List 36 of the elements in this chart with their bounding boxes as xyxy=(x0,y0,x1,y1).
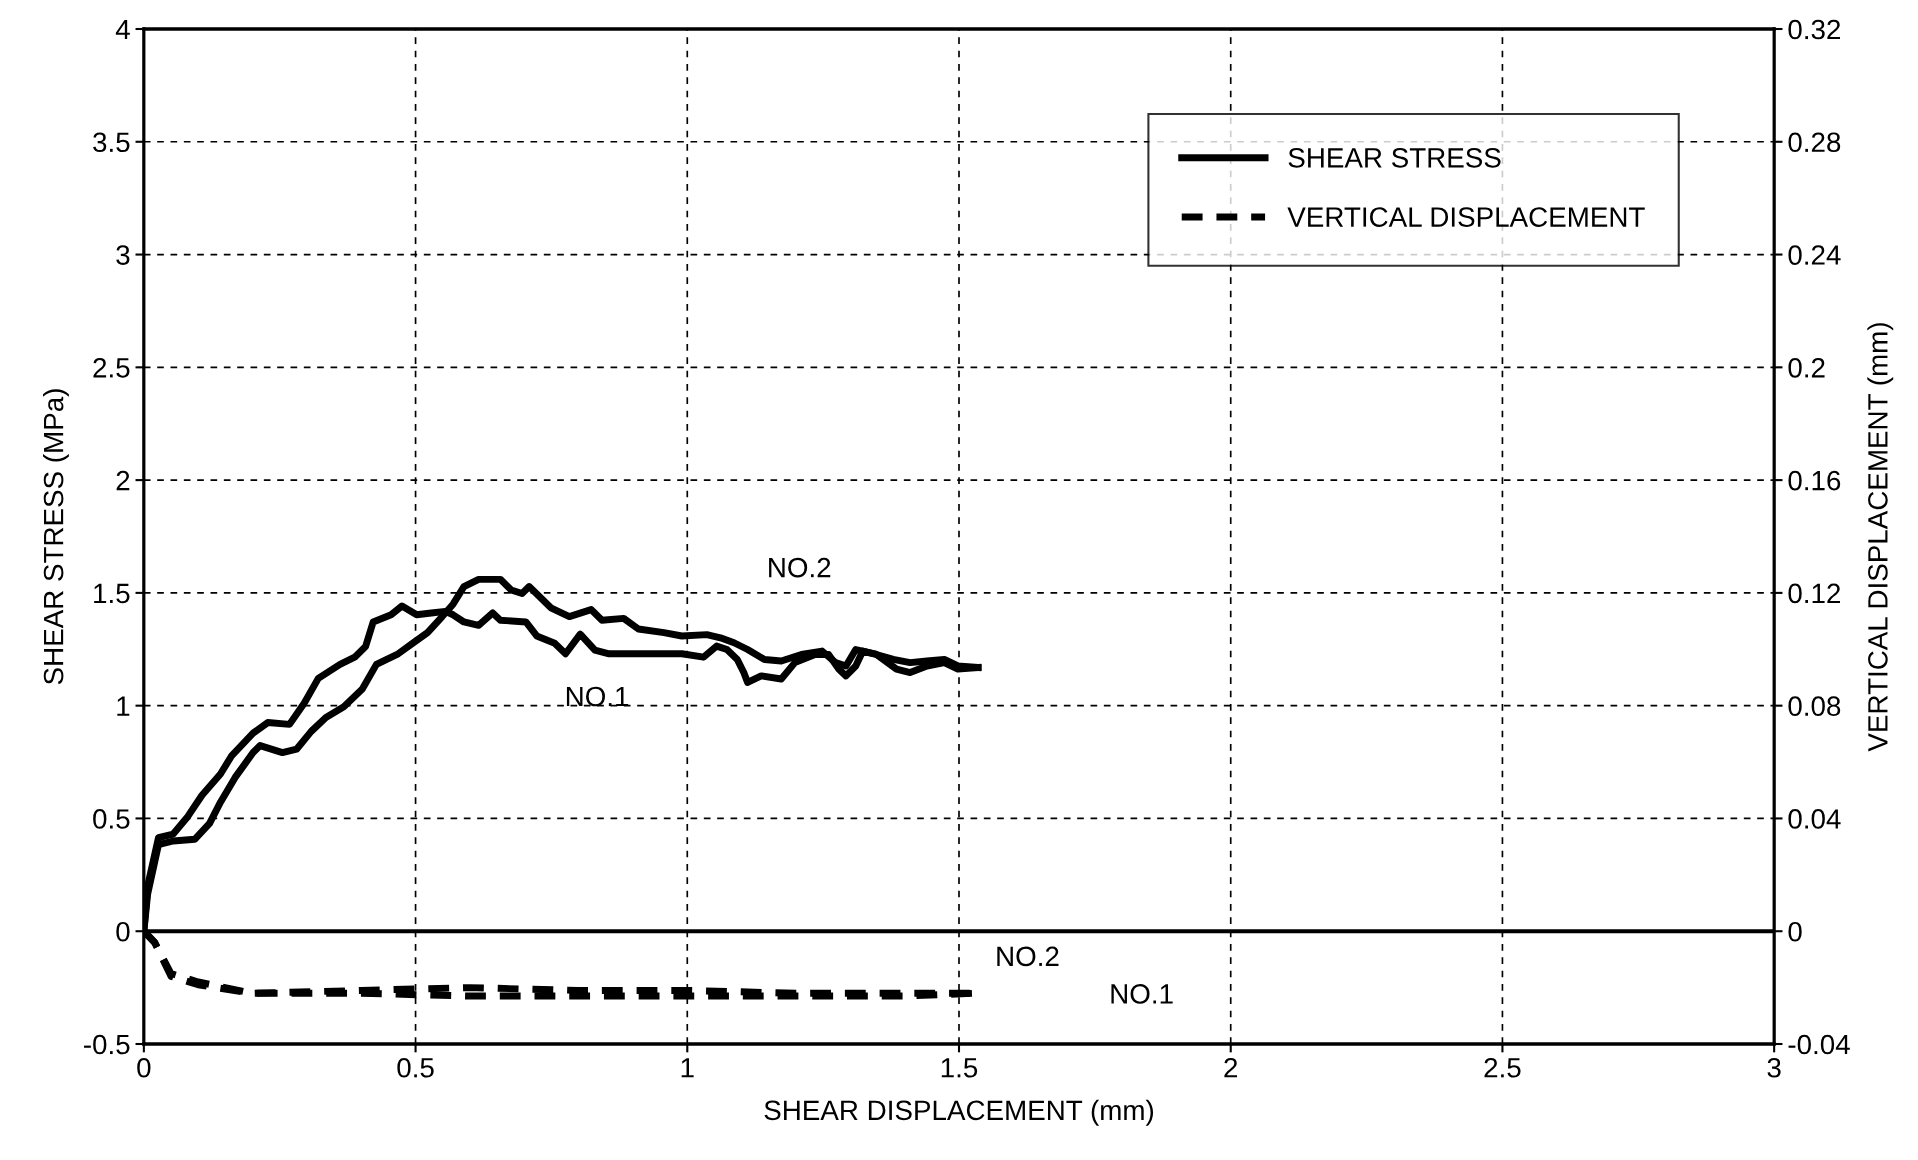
y-axis-title: SHEAR STRESS (MPa) xyxy=(43,389,69,685)
x-tick-label: 1 xyxy=(681,1058,694,1078)
legend-label: VERTICAL DISPLACEMENT xyxy=(1287,207,1645,227)
x-axis-title: SHEAR DISPLACEMENT (mm) xyxy=(764,1099,1154,1126)
y2-tick-label: 0 xyxy=(1788,921,1802,942)
y-tick-label: 2 xyxy=(116,470,130,491)
x-tick-label: 0.5 xyxy=(397,1057,434,1078)
x-tick-label: 1.5 xyxy=(941,1058,978,1078)
y2-tick-label: 0.04 xyxy=(1788,809,1841,829)
y2-tick-label: 0.32 xyxy=(1788,19,1841,40)
y2-tick-label: 0.12 xyxy=(1788,583,1841,604)
x-tick-label: 0 xyxy=(137,1057,151,1078)
y2-tick-label: 0.16 xyxy=(1788,470,1841,491)
y2-tick-label: 0.24 xyxy=(1788,245,1841,265)
y2-tick-label: -0.04 xyxy=(1788,1034,1850,1055)
x-tick-label: 3 xyxy=(1767,1057,1781,1078)
y-tick-label: 2.5 xyxy=(93,358,130,378)
x-tick-label: 2 xyxy=(1224,1057,1238,1078)
y-tick-label: -0.5 xyxy=(84,1034,130,1055)
y-tick-label: 3.5 xyxy=(93,132,130,153)
y-tick-label: 1.5 xyxy=(94,583,130,604)
y2-tick-label: 0.08 xyxy=(1788,696,1841,717)
y-tick-label: 3 xyxy=(116,245,130,265)
annotation: NO.2 xyxy=(769,557,831,578)
annotation: NO.1 xyxy=(566,686,629,707)
legend-label: SHEAR STRESS xyxy=(1288,148,1501,168)
y-tick-label: 0 xyxy=(116,921,130,942)
y-tick-label: 1 xyxy=(117,696,130,716)
annotation: NO.2 xyxy=(997,946,1059,967)
y2-tick-label: 0.2 xyxy=(1788,358,1825,378)
y-tick-label: 4 xyxy=(115,19,130,40)
y2-tick-label: 0.28 xyxy=(1788,132,1841,153)
x-tick-label: 2.5 xyxy=(1484,1057,1521,1078)
y-tick-label: 0.5 xyxy=(93,809,130,829)
y2-axis-title: VERTICAL DISPLACEMENT (mm) xyxy=(1867,323,1894,752)
annotation: NO.1 xyxy=(1111,984,1173,1004)
